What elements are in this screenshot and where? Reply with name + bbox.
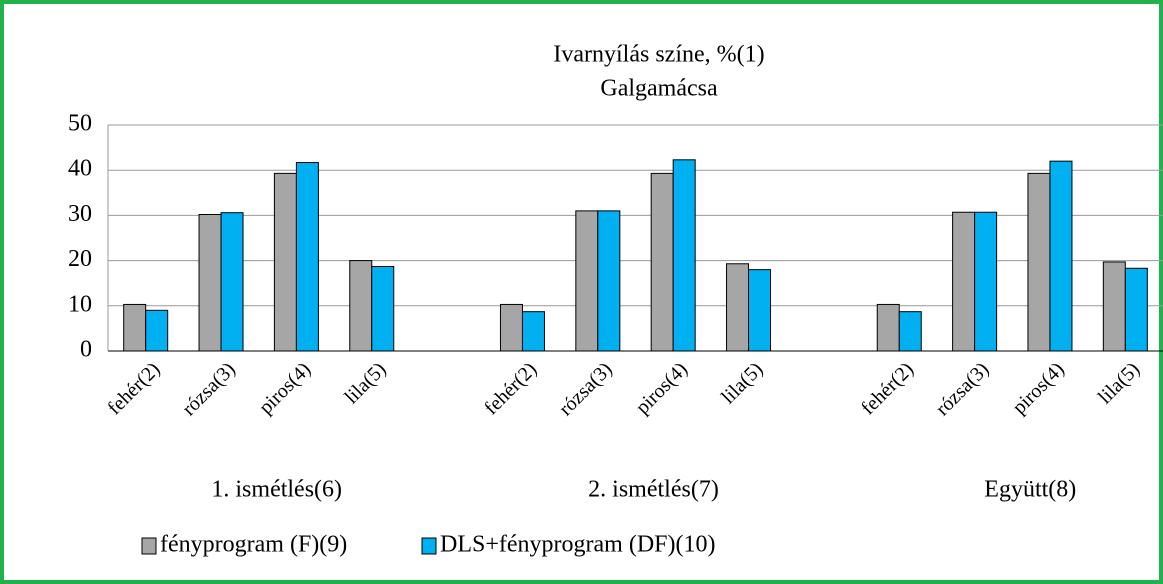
y-tick-label: 50: [68, 111, 92, 137]
bar: [974, 211, 998, 352]
chart-title: Ivarnyílás színe, %(1): [553, 42, 764, 68]
y-tick-label: 30: [68, 201, 92, 227]
bar: [597, 210, 621, 352]
bar: [876, 303, 900, 352]
bar: [273, 172, 297, 352]
bar: [295, 162, 319, 352]
legend-swatch: [141, 537, 157, 555]
bar: [499, 303, 523, 352]
bar: [650, 172, 674, 352]
y-tick-label: 10: [68, 291, 92, 317]
bar: [575, 210, 599, 352]
y-tick-label: 0: [80, 337, 92, 363]
bar: [1102, 261, 1126, 352]
bar: [1027, 172, 1051, 352]
bar: [726, 263, 750, 352]
bar: [898, 311, 922, 352]
bar: [371, 265, 395, 352]
chart-subtitle: Galgamácsa: [600, 76, 718, 102]
bar: [748, 269, 772, 352]
bar: [672, 159, 696, 352]
legend-swatch: [421, 537, 437, 555]
group-label: 1. ismétlés(6): [211, 477, 342, 503]
bar: [349, 260, 373, 352]
group-label: Együtt(8): [984, 477, 1076, 503]
legend-label: DLS+fényprogram (DF)(10): [440, 532, 715, 558]
bar: [220, 212, 244, 352]
bar: [952, 211, 976, 352]
bar: [1049, 160, 1073, 352]
bar: [198, 213, 222, 352]
y-tick-label: 40: [68, 156, 92, 182]
bar: [145, 309, 169, 352]
bar: [123, 303, 147, 352]
group-label: 2. ismétlés(7): [588, 477, 719, 503]
bar: [1124, 267, 1148, 352]
legend-label: fényprogram (F)(9): [160, 532, 347, 558]
bar: [521, 311, 545, 352]
y-tick-label: 20: [68, 246, 92, 272]
